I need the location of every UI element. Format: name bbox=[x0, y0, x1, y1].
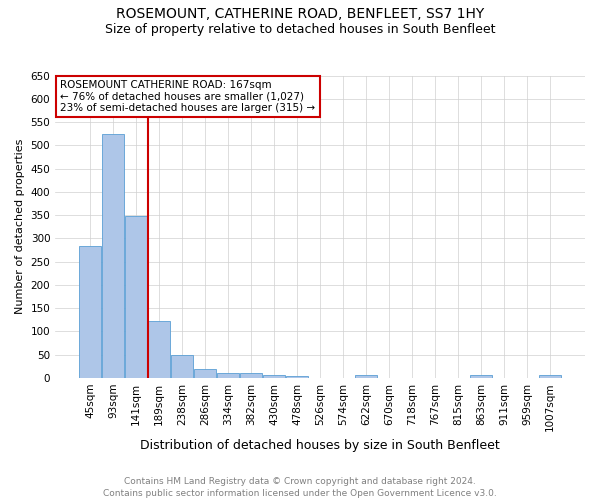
Bar bbox=[148, 320, 170, 378]
Bar bbox=[355, 376, 377, 378]
Bar bbox=[539, 376, 561, 378]
Text: ROSEMOUNT, CATHERINE ROAD, BENFLEET, SS7 1HY: ROSEMOUNT, CATHERINE ROAD, BENFLEET, SS7… bbox=[116, 8, 484, 22]
Text: Size of property relative to detached houses in South Benfleet: Size of property relative to detached ho… bbox=[105, 22, 495, 36]
Bar bbox=[102, 134, 124, 378]
Bar bbox=[286, 376, 308, 378]
Bar bbox=[470, 376, 492, 378]
Bar bbox=[194, 370, 216, 378]
Bar bbox=[240, 373, 262, 378]
Text: Contains HM Land Registry data © Crown copyright and database right 2024.
Contai: Contains HM Land Registry data © Crown c… bbox=[103, 476, 497, 498]
Y-axis label: Number of detached properties: Number of detached properties bbox=[15, 139, 25, 314]
Bar bbox=[217, 373, 239, 378]
Bar bbox=[171, 355, 193, 378]
X-axis label: Distribution of detached houses by size in South Benfleet: Distribution of detached houses by size … bbox=[140, 440, 500, 452]
Text: ROSEMOUNT CATHERINE ROAD: 167sqm
← 76% of detached houses are smaller (1,027)
23: ROSEMOUNT CATHERINE ROAD: 167sqm ← 76% o… bbox=[61, 80, 316, 113]
Bar bbox=[125, 216, 147, 378]
Bar bbox=[263, 375, 285, 378]
Bar bbox=[79, 246, 101, 378]
